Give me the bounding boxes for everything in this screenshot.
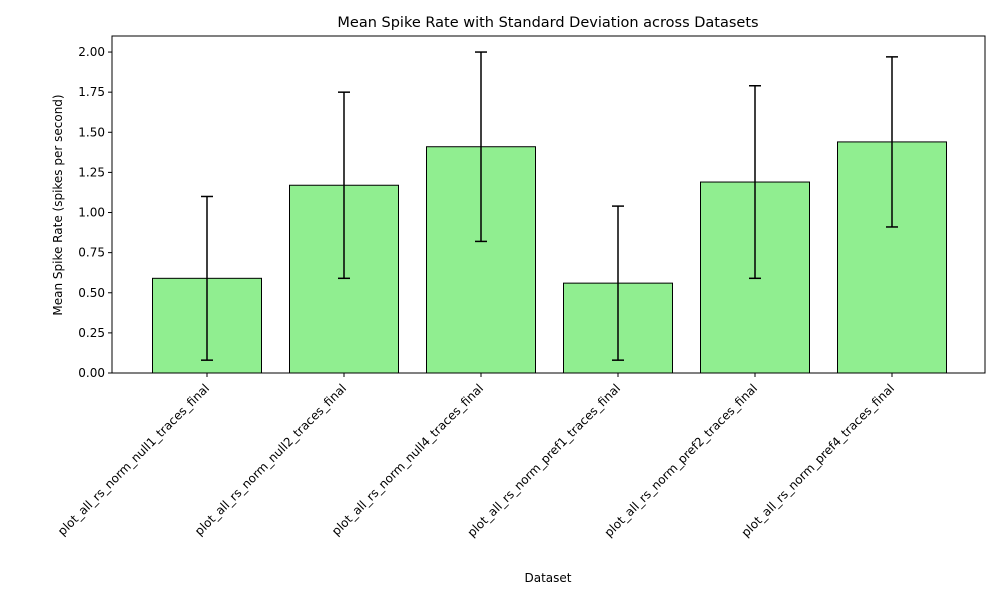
x-axis-label: Dataset — [525, 571, 572, 585]
x-tick-label-1: plot_all_rs_norm_null1_traces_final — [55, 381, 212, 538]
x-tick-label-4: plot_all_rs_norm_pref1_traces_final — [465, 381, 624, 540]
y-tick-label: 0.25 — [78, 326, 105, 340]
error-bar-6 — [886, 56, 898, 228]
error-bar-4 — [612, 205, 624, 361]
y-tick-label: 0.50 — [78, 286, 105, 300]
y-tick-label: 1.75 — [78, 85, 105, 99]
x-tick-label-2: plot_all_rs_norm_null2_traces_final — [192, 381, 349, 538]
error-bar-1 — [201, 195, 213, 361]
error-bar-3 — [475, 51, 487, 243]
x-tick-label-6: plot_all_rs_norm_pref4_traces_final — [739, 381, 898, 540]
error-bar-2 — [338, 91, 350, 280]
y-axis-label: Mean Spike Rate (spikes per second) — [51, 94, 65, 315]
y-tick-label: 2.00 — [78, 45, 105, 59]
error-bar-5 — [749, 84, 761, 280]
x-tick-label-5: plot_all_rs_norm_pref2_traces_final — [602, 381, 761, 540]
y-tick-label: 0.00 — [78, 366, 105, 380]
y-tick-label: 1.00 — [78, 206, 105, 220]
chart-title: Mean Spike Rate with Standard Deviation … — [337, 15, 758, 31]
y-tick-label: 1.25 — [78, 165, 105, 179]
plot-frame — [111, 35, 986, 374]
y-tick-label: 0.75 — [78, 246, 105, 260]
y-tick-label: 1.50 — [78, 125, 105, 139]
x-tick-label-3: plot_all_rs_norm_null4_traces_final — [329, 381, 486, 538]
